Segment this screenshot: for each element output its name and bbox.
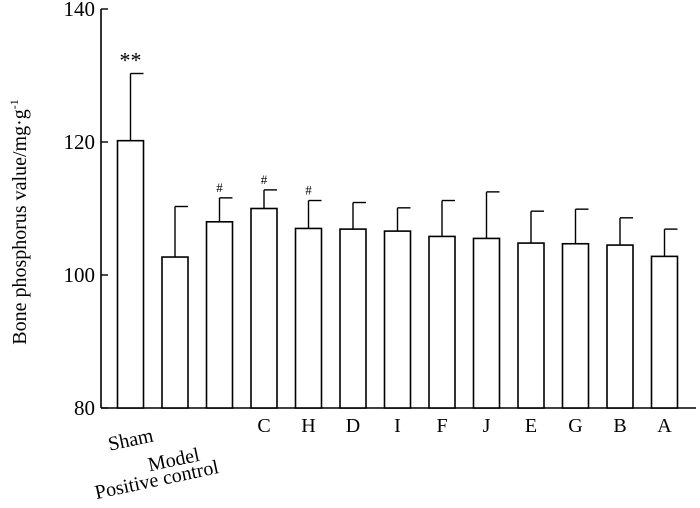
bar: [116, 139, 145, 409]
bar: [517, 242, 545, 409]
x-tick-label: G: [568, 415, 582, 437]
x-tick-label: C: [257, 415, 270, 437]
bar: [161, 256, 189, 409]
bar: [650, 255, 679, 409]
x-tick-label: E: [525, 415, 537, 437]
bar: [428, 235, 456, 409]
x-tick-label: I: [394, 415, 401, 437]
x-tick-label: Sham: [106, 425, 156, 456]
bars: ** # # #: [116, 48, 679, 409]
x-tick-label: D: [346, 415, 360, 437]
x-tick-label: B: [613, 415, 626, 437]
significance-marker: #: [261, 172, 268, 187]
significance-marker: #: [305, 183, 312, 198]
x-tick-label: H: [301, 415, 315, 437]
significance-marker: #: [216, 180, 223, 195]
y-axis-label: Bone phosphorus value/mg·g-1: [7, 99, 31, 345]
bar: [606, 244, 634, 409]
y-axis: 80 100 120 140: [64, 0, 696, 420]
bar: [205, 221, 234, 409]
y-tick-label: 120: [64, 130, 96, 154]
y-tick-label: 140: [64, 0, 96, 21]
bar: [383, 230, 412, 409]
bar: [250, 207, 278, 409]
bar: [472, 237, 501, 409]
bar: [294, 227, 323, 409]
x-tick-label: A: [657, 415, 672, 437]
x-tick-label: F: [436, 415, 447, 437]
y-tick-label: 100: [64, 263, 96, 287]
y-tick-label: 80: [74, 396, 95, 420]
significance-marker: **: [120, 48, 142, 73]
bar: [561, 242, 590, 409]
x-tick-label: J: [483, 415, 491, 437]
bar: [339, 228, 367, 409]
